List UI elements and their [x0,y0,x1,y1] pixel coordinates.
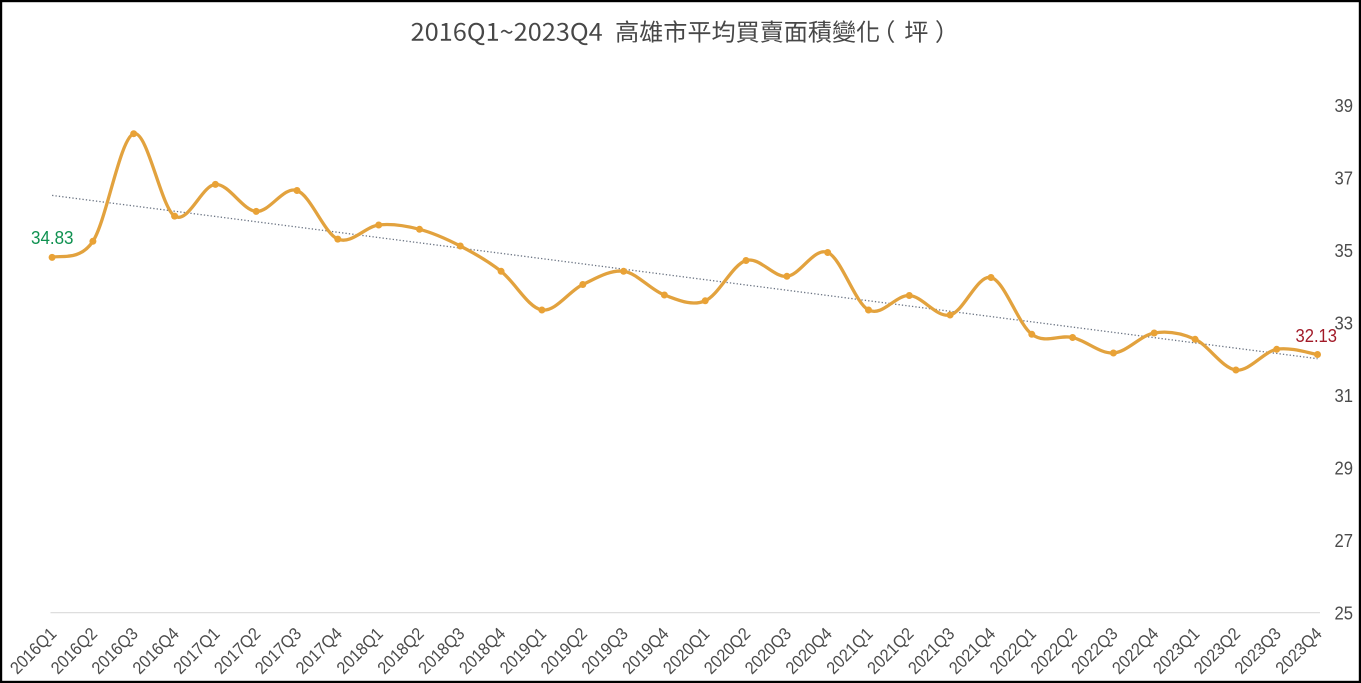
svg-text:33: 33 [1335,313,1354,334]
svg-text:32.13: 32.13 [1296,325,1338,346]
svg-text:29: 29 [1335,458,1354,479]
svg-text:25: 25 [1335,603,1354,624]
svg-text:31: 31 [1335,385,1354,406]
svg-text:34.83: 34.83 [31,227,74,248]
svg-text:35: 35 [1335,240,1354,261]
svg-text:27: 27 [1335,530,1354,551]
svg-text:37: 37 [1335,167,1354,188]
svg-text:39: 39 [1335,95,1354,116]
